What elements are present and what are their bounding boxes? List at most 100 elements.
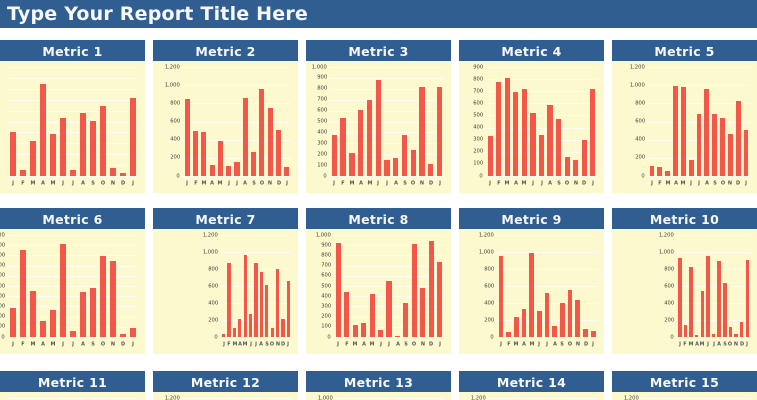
x-tick-label: A bbox=[717, 341, 722, 347]
bar-chart: 0 200 400 600 800 1,000 1,200 J F M A M J J A S O N D J bbox=[612, 229, 757, 354]
x-tick-label: O bbox=[100, 180, 106, 186]
metric-panel[interactable]: Metric 2 0 200 400 600 800 1,000 1,200 J F M A M J J A S… bbox=[153, 40, 298, 193]
y-tick-label: 0 bbox=[670, 333, 674, 340]
y-tick-label: 600 bbox=[664, 282, 674, 289]
y-tick-label: 800 bbox=[484, 265, 494, 272]
x-tick-label: M bbox=[688, 341, 694, 347]
y-tick-label: 400 bbox=[170, 136, 180, 143]
gridline bbox=[329, 110, 444, 112]
bar bbox=[743, 129, 749, 176]
y-tick-label: 1,000 bbox=[316, 231, 331, 238]
bar bbox=[530, 113, 536, 176]
gridline bbox=[7, 316, 138, 318]
gridline bbox=[676, 320, 750, 321]
metric-panel[interactable]: Metric 9 0 200 400 600 800 1,000 1,200 J F M A M J J A S… bbox=[459, 208, 604, 354]
x-tick-label: A bbox=[704, 180, 709, 186]
y-tick-label: 1,200 bbox=[165, 394, 180, 400]
x-tick-label: M bbox=[242, 341, 248, 347]
x-tick-label: N bbox=[573, 180, 578, 186]
gridline bbox=[333, 337, 444, 338]
gridline bbox=[7, 132, 138, 134]
gridline bbox=[647, 67, 750, 68]
metric-panel[interactable]: Metric 11 bbox=[0, 371, 145, 400]
metric-panel[interactable]: Metric 5 0 200 400 600 800 1,000 1,200 J F M A M J J A S… bbox=[612, 40, 757, 193]
x-tick-label: F bbox=[21, 341, 25, 347]
x-tick-label: F bbox=[658, 180, 662, 186]
bar bbox=[393, 157, 399, 176]
x-tick-label: D bbox=[276, 180, 281, 186]
x-tick-label: M bbox=[369, 341, 375, 347]
x-tick-label: M bbox=[50, 180, 56, 186]
y-tick-label: 400 bbox=[0, 292, 5, 299]
report-title-bar[interactable]: Type Your Report Title Here bbox=[0, 0, 757, 28]
bar-chart: 0 200 400 600 800 1,000 1,200 J F M A M J J A S O N D J bbox=[459, 229, 604, 354]
metric-panel-header: Metric 6 bbox=[0, 208, 145, 229]
x-tick-label: J bbox=[745, 180, 748, 186]
metric-panel-title: Metric 15 bbox=[649, 375, 720, 390]
bar bbox=[428, 163, 434, 176]
bar bbox=[69, 169, 77, 176]
metric-panel[interactable]: Metric 10 0 200 400 600 800 1,000 1,200 J F M A M J J A… bbox=[612, 208, 757, 354]
x-tick-label: A bbox=[361, 341, 366, 347]
x-tick-label: M bbox=[665, 180, 671, 186]
gridline bbox=[7, 326, 138, 328]
bar bbox=[575, 300, 581, 337]
gridline bbox=[335, 398, 444, 399]
y-tick-label: 700 bbox=[321, 262, 331, 269]
bar bbox=[243, 255, 247, 337]
bar bbox=[694, 335, 699, 337]
bar bbox=[361, 322, 367, 337]
bar bbox=[711, 334, 716, 337]
bar bbox=[560, 303, 565, 337]
gridline bbox=[329, 121, 444, 123]
metric-panel[interactable]: Metric 13 01002003004005006007008009001,0… bbox=[306, 371, 451, 400]
gridline bbox=[676, 286, 750, 287]
bar-chart: 0 200 400 600 800 1,000 1,200 J F M A M J J A S O N D J bbox=[153, 229, 298, 354]
x-tick-label: J bbox=[438, 341, 441, 347]
gridline bbox=[7, 88, 138, 90]
x-tick-label: S bbox=[265, 341, 269, 347]
metric-panel[interactable]: Metric 7 0 200 400 600 800 1,000 1,200 J F M A M J J A S… bbox=[153, 208, 298, 354]
x-tick-label: J bbox=[650, 180, 653, 186]
metric-panel[interactable]: Metric 6 0 100 200 300 400 500 600 700 800 900 1,00… bbox=[0, 208, 145, 354]
gridline bbox=[496, 286, 597, 287]
bar-chart: 0 200 400 600 800 1,000 1,200 J F M A M J J A S O N D J bbox=[612, 61, 757, 193]
bar bbox=[9, 308, 17, 337]
y-tick-label: 200 bbox=[484, 316, 494, 323]
x-tick-label: O bbox=[411, 180, 416, 186]
metric-panel-title: Metric 8 bbox=[348, 212, 409, 227]
bar bbox=[428, 240, 434, 337]
x-tick-label: J bbox=[72, 341, 74, 347]
gridline bbox=[676, 303, 750, 304]
y-tick-label: 800 bbox=[170, 100, 180, 106]
x-tick-label: N bbox=[733, 341, 739, 347]
metric-panel-title: Metric 2 bbox=[195, 44, 256, 59]
bar bbox=[19, 169, 27, 176]
x-tick-label: J bbox=[706, 341, 709, 347]
y-tick-label: 800 bbox=[0, 252, 5, 259]
gridline bbox=[182, 121, 291, 123]
x-tick-label: S bbox=[556, 180, 561, 186]
gridline bbox=[329, 67, 444, 68]
bar bbox=[49, 309, 57, 337]
bar bbox=[583, 328, 588, 337]
metric-panel[interactable]: Metric 8 0 100 200 300 400 500 600 700 800 900 1,00… bbox=[306, 208, 451, 354]
metric-panel-header: Metric 13 bbox=[306, 371, 451, 392]
x-tick-label: J bbox=[438, 180, 441, 186]
metric-panel[interactable]: Metric 3 0 100 200 300 400 500 600 700 800 900 1,00… bbox=[306, 40, 451, 193]
x-tick-label: F bbox=[21, 180, 25, 186]
y-tick-label: 800 bbox=[635, 100, 645, 106]
bar bbox=[680, 87, 686, 176]
metric-panel[interactable]: Metric 4 0 100 200 300 400 500 600 700 800 900 J F M A… bbox=[459, 40, 604, 193]
y-tick-label: 1,000 bbox=[0, 231, 5, 238]
bar bbox=[265, 285, 269, 337]
x-tick-label: M bbox=[50, 341, 56, 347]
bar bbox=[555, 119, 562, 176]
y-tick-label: 100 bbox=[0, 323, 5, 330]
